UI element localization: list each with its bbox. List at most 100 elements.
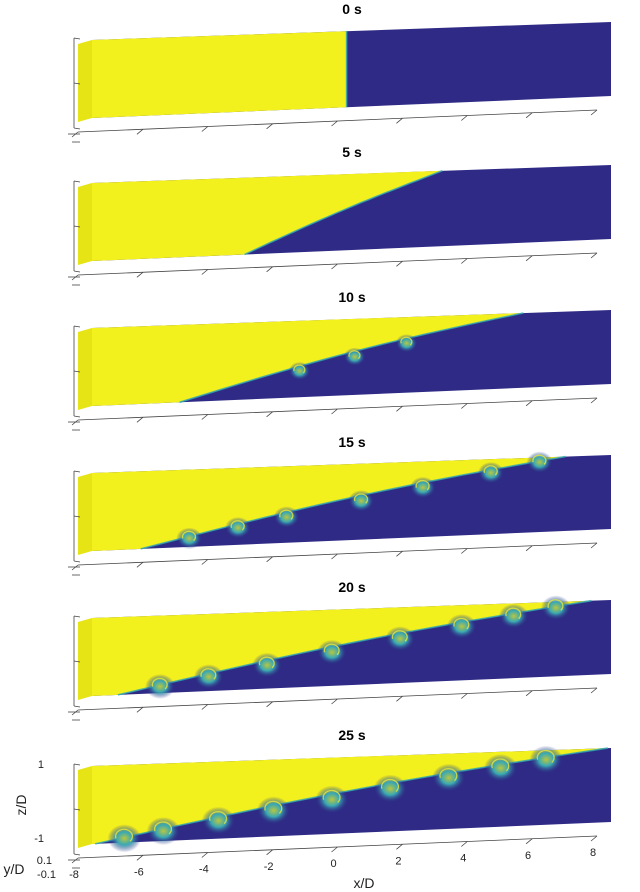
vortex-spiral [153, 821, 173, 835]
vortex-spiral [114, 828, 134, 842]
x-tick [590, 397, 598, 404]
x-tick [461, 258, 468, 264]
panel-side-face [78, 766, 92, 848]
z-tick [73, 560, 81, 563]
x-tick [525, 838, 533, 845]
panel-side-face [78, 183, 92, 265]
x-tick-label: 6 [525, 850, 531, 862]
vortex-spiral [400, 336, 413, 346]
x-tick [396, 550, 403, 557]
panel-time-label: 0 s [342, 1, 362, 17]
y-tick-label: 0.1 [37, 855, 52, 867]
vortex-roll [529, 745, 563, 774]
vortex-spiral [322, 789, 341, 803]
vortex-roll [256, 796, 291, 825]
vortex-roll [498, 603, 529, 629]
x-tick [525, 690, 533, 697]
x-tick [266, 123, 273, 130]
x-tick [71, 709, 79, 716]
vortex-spiral [264, 800, 283, 814]
z-tick [73, 180, 81, 183]
x-tick [266, 266, 273, 273]
z-tick [73, 225, 81, 228]
z-axis-label: z/D [13, 795, 29, 816]
x-tick [201, 126, 209, 132]
x-tick [396, 695, 403, 702]
x-tick [136, 128, 144, 135]
x-tick [201, 559, 209, 565]
vortex-spiral [483, 465, 498, 476]
vortex-spiral [348, 350, 361, 360]
vortex-roll [373, 774, 408, 803]
z-tick [73, 808, 81, 811]
vortex-spiral [230, 520, 245, 531]
vortex-spiral [293, 364, 306, 374]
x-tick [266, 411, 273, 418]
vortex-roll [348, 490, 375, 512]
x-tick [136, 854, 144, 861]
vortex-spiral [323, 643, 340, 656]
x-tick [525, 255, 533, 262]
panel-0: 0 s [68, 1, 611, 143]
vortex-roll [317, 639, 347, 665]
vortex-spiral [380, 778, 400, 792]
x-tick [331, 263, 338, 270]
x-tick-label: 2 [395, 855, 401, 867]
vortex-roll [273, 506, 300, 528]
vortex-roll [541, 595, 571, 621]
x-tick [201, 852, 209, 858]
z-tick [73, 82, 81, 85]
z-tick [73, 615, 81, 618]
panel-time-label: 25 s [338, 727, 365, 743]
vortex-roll [385, 626, 416, 652]
z-tick-label: 1 [38, 759, 44, 771]
vortex-spiral [353, 493, 369, 504]
panel-side-face [78, 40, 92, 122]
vortex-roll [526, 451, 553, 474]
x-tick [590, 835, 598, 842]
panel-5: 25 s -8 -6 -4 -2 0 2 4 6 8 x/D 1 -1 z/D 0.1 -0.1 y/D [4, 727, 611, 891]
z-tick [73, 270, 81, 273]
x-tick [266, 849, 273, 856]
panel-side-face [78, 618, 92, 700]
panel-2: 10 s [68, 289, 611, 431]
x-tick [201, 704, 209, 710]
x-tick [525, 545, 533, 552]
panel-side-face [78, 328, 92, 410]
x-tick-label: 8 [590, 847, 596, 859]
vortex-roll [483, 754, 518, 783]
vortex-spiral [391, 630, 408, 642]
vortex-spiral [258, 656, 275, 669]
x-tick [331, 120, 338, 127]
vortex-spiral [439, 768, 458, 782]
panel-side-face [78, 473, 92, 555]
z-tick [73, 515, 81, 518]
x-tick [396, 405, 403, 412]
x-tick [71, 857, 79, 864]
x-tick [266, 701, 273, 708]
panel-4: 20 s [68, 579, 611, 721]
panel-time-label: 5 s [342, 144, 362, 160]
vortex-spiral [181, 530, 197, 542]
x-tick [71, 274, 79, 281]
vortex-spiral [536, 749, 555, 763]
x-tick [461, 548, 468, 554]
vortex-roll [446, 614, 477, 639]
heavy-fluid-region [92, 456, 566, 551]
x-tick [136, 271, 144, 278]
vortex-spiral [415, 479, 430, 491]
vortex-spiral [505, 607, 522, 620]
vortex-roll [201, 806, 236, 835]
x-tick-label: -6 [134, 866, 144, 878]
x-tick-label: 0 [330, 858, 336, 870]
panel-time-label: 10 s [338, 289, 365, 305]
x-tick [331, 846, 338, 853]
vortex-roll [107, 824, 142, 853]
x-tick [525, 112, 533, 119]
z-tick [73, 705, 81, 708]
x-tick [590, 687, 598, 694]
x-tick [396, 260, 403, 267]
heavy-fluid-region [92, 600, 592, 696]
x-tick [71, 131, 79, 138]
